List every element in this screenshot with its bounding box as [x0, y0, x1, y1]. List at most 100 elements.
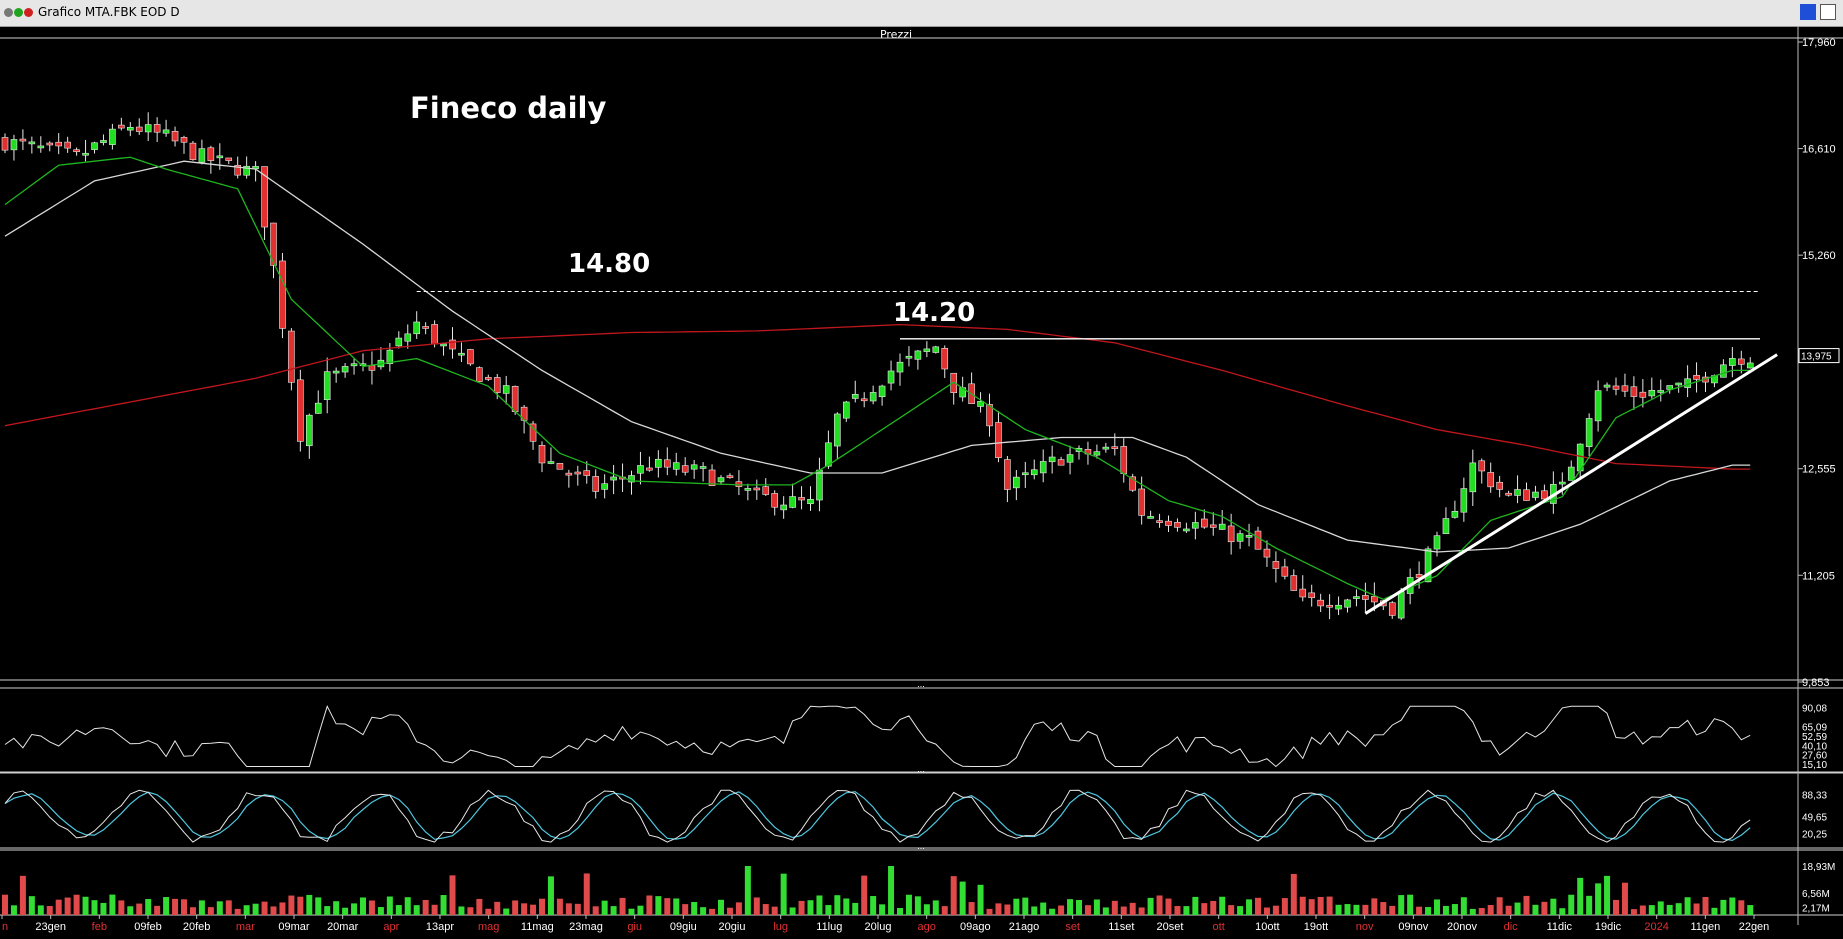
- candle: [1120, 446, 1128, 474]
- volume-bar: [315, 897, 322, 915]
- volume-bar: [1478, 908, 1485, 915]
- candle: [305, 414, 313, 447]
- volume-bar: [1165, 898, 1172, 915]
- window-menu-icon[interactable]: [4, 8, 13, 17]
- volume-bar: [601, 900, 608, 915]
- volume-bar: [968, 902, 975, 915]
- candle: [1165, 520, 1172, 526]
- ma-slow-line: [4, 323, 1751, 470]
- window-title: Grafico MTA.FBK EOD D: [38, 5, 180, 19]
- level-label-mid: 14.20: [893, 298, 975, 328]
- candle: [100, 140, 107, 143]
- volume-bar: [360, 897, 366, 915]
- volume-bar: [1281, 898, 1288, 915]
- candle: [73, 149, 80, 153]
- candle: [1567, 466, 1575, 481]
- candle: [55, 141, 63, 147]
- volume-bar: [1738, 900, 1745, 915]
- candle: [1093, 451, 1101, 456]
- volume-bar: [1013, 898, 1020, 915]
- candle: [646, 467, 653, 471]
- volume-bar: [485, 908, 492, 915]
- volume-bar: [1711, 907, 1718, 915]
- volume-bar: [1031, 906, 1038, 915]
- volume-bar: [798, 900, 805, 915]
- candle: [932, 346, 940, 353]
- candle: [28, 141, 36, 145]
- volume-bar: [261, 901, 268, 915]
- candle: [350, 363, 358, 367]
- candle: [1585, 418, 1593, 448]
- volume-bar: [342, 907, 349, 915]
- volume-bar: [923, 904, 930, 915]
- candle: [144, 124, 152, 133]
- candle: [1030, 469, 1038, 476]
- candle: [413, 321, 421, 335]
- candle: [440, 343, 447, 347]
- x-tick-label: n: [2, 921, 8, 933]
- volume-bar: [1604, 875, 1611, 915]
- stoch-tick-label: 49,65: [1802, 813, 1827, 824]
- volume-bar: [225, 900, 232, 915]
- candle: [1371, 596, 1378, 603]
- volume-bar: [592, 906, 599, 915]
- volume-bar: [145, 899, 152, 915]
- candle: [780, 504, 787, 511]
- volume-bar: [163, 897, 170, 915]
- volume-bar: [1586, 895, 1593, 915]
- volume-bar: [700, 907, 707, 915]
- volume-bar: [1255, 897, 1261, 915]
- last-price-label: 13,975: [1801, 352, 1832, 363]
- candle: [1362, 595, 1369, 600]
- price-tick-label: 17,960: [1802, 37, 1836, 49]
- volume-bar: [977, 884, 984, 915]
- window-titlebar: Grafico MTA.FBK EOD D: [0, 0, 1843, 27]
- volume-bar: [914, 896, 921, 915]
- volume-bar: [395, 905, 402, 915]
- x-tick-label: feb: [92, 921, 107, 933]
- volume-bar: [1299, 896, 1306, 915]
- x-tick-label: 23gen: [35, 921, 66, 933]
- volume-bar: [521, 903, 528, 915]
- candle: [914, 350, 922, 360]
- candle: [458, 352, 465, 356]
- volume-bar: [1684, 897, 1691, 915]
- candle: [1693, 375, 1700, 380]
- candle: [878, 385, 886, 398]
- volume-bar: [324, 906, 331, 915]
- candle: [484, 377, 492, 380]
- price-tick-label: 9,853: [1802, 677, 1830, 689]
- price-tick-label: 12,555: [1802, 464, 1836, 476]
- candle: [1487, 472, 1494, 488]
- volume-bar: [1353, 904, 1360, 915]
- maximize-icon[interactable]: [1800, 4, 1816, 20]
- pane-separator-label: ...: [917, 679, 925, 689]
- candle: [869, 392, 877, 402]
- candle: [690, 464, 698, 470]
- candle: [1657, 390, 1665, 393]
- volume-bar: [288, 895, 295, 915]
- candle: [825, 442, 832, 467]
- volume-bar: [109, 894, 116, 915]
- candle: [986, 404, 993, 427]
- restore-icon[interactable]: [1820, 4, 1836, 20]
- candle: [207, 147, 215, 161]
- volume-bar: [1577, 877, 1584, 915]
- volume-bar: [843, 898, 850, 915]
- candle: [1308, 592, 1315, 599]
- candle: [1603, 384, 1611, 388]
- volume-bar: [297, 896, 304, 915]
- candle: [1147, 516, 1154, 519]
- volume-bar: [1639, 905, 1646, 915]
- ma-fast-line: [4, 156, 1751, 601]
- candle: [511, 386, 519, 412]
- candle: [1746, 362, 1754, 369]
- volume-bar: [1505, 905, 1512, 915]
- x-tick-label: 23mag: [569, 921, 603, 933]
- volume-bar: [1613, 899, 1619, 915]
- candle: [395, 337, 403, 347]
- volume-bar: [1058, 905, 1065, 915]
- candle: [538, 445, 546, 464]
- volume-bar: [100, 902, 107, 915]
- candle: [243, 165, 250, 176]
